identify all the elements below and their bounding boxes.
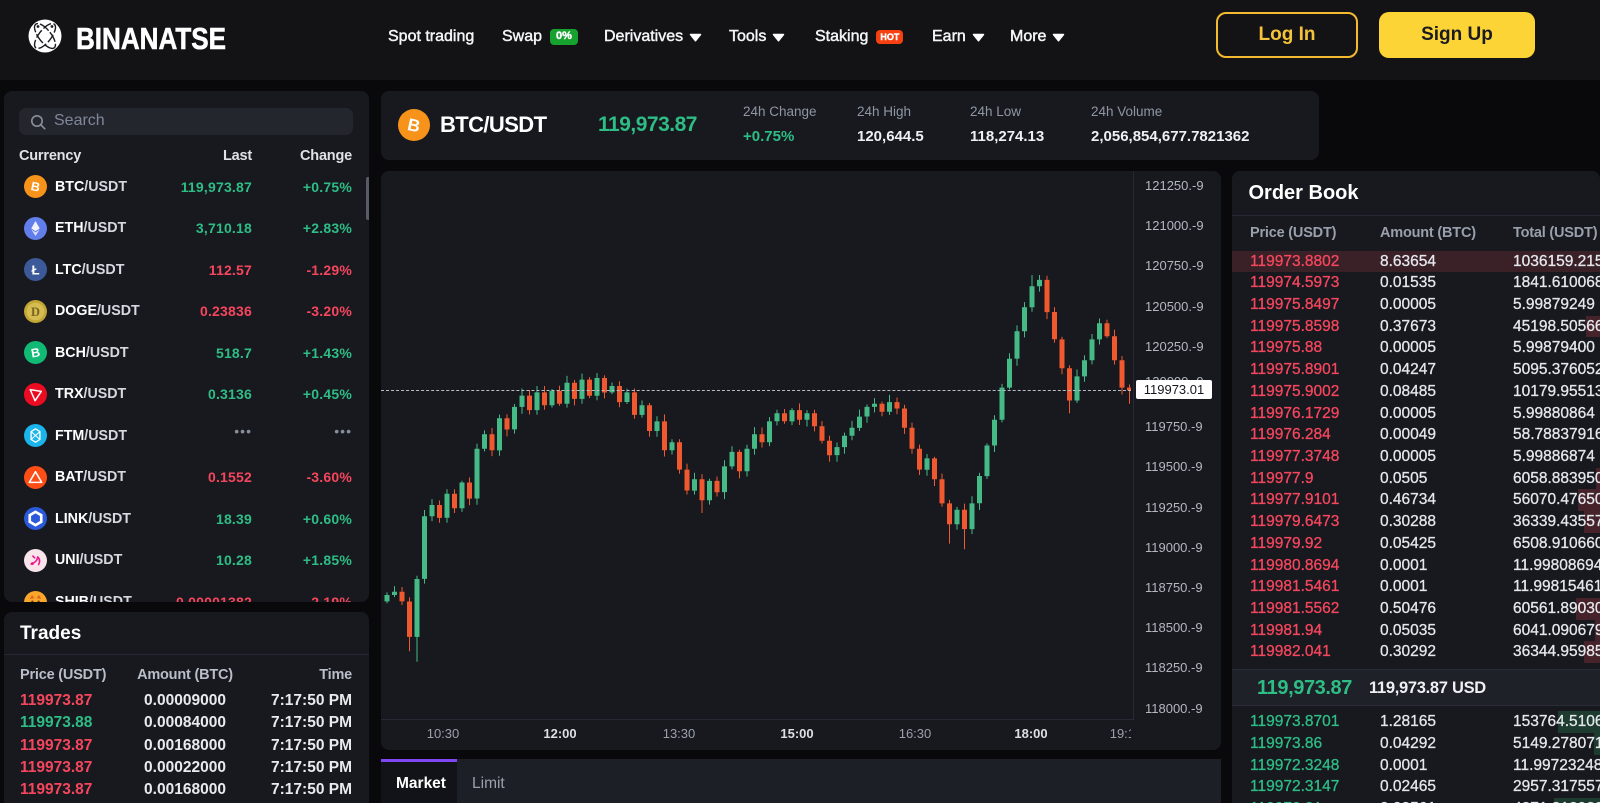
svg-text:D: D	[31, 305, 40, 319]
svg-text:B: B	[29, 345, 40, 360]
svg-text:Ł: Ł	[31, 262, 39, 277]
svg-text:B: B	[29, 179, 41, 195]
svg-text:B: B	[406, 114, 422, 136]
